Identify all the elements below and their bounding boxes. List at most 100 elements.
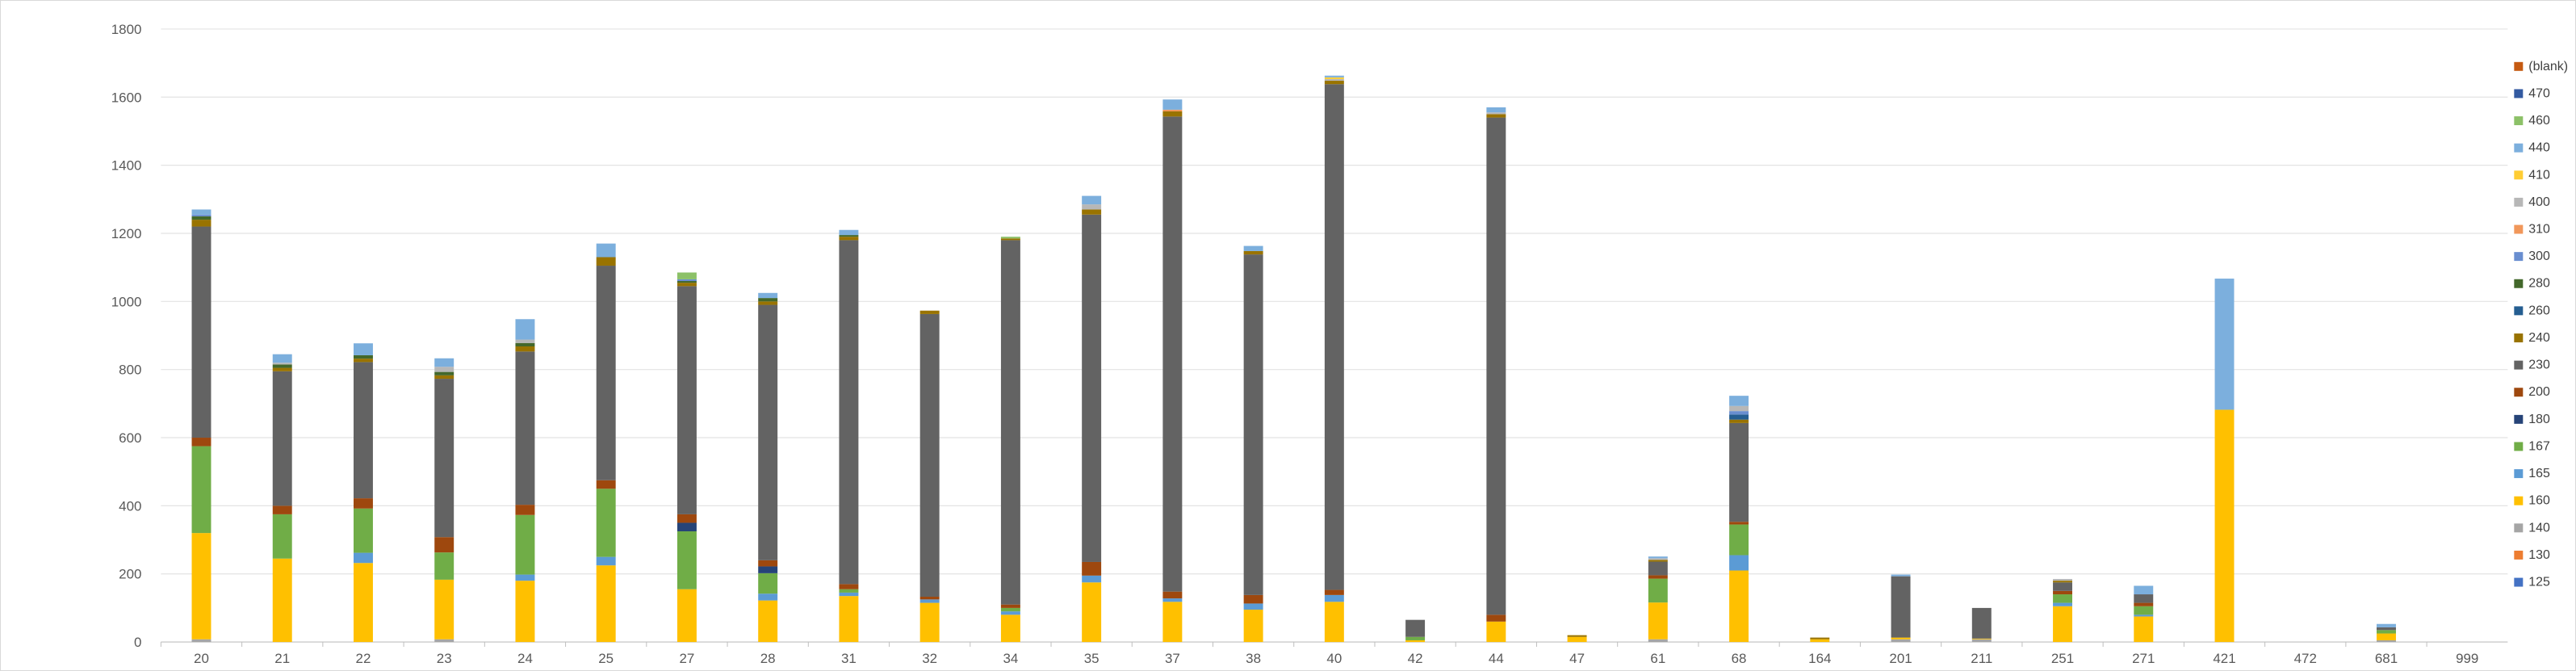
bar-segment-164-240 bbox=[1810, 637, 1830, 640]
legend-swatch bbox=[2514, 360, 2524, 370]
bar-segment-35-400 bbox=[1082, 204, 1102, 210]
legend-label: 300 bbox=[2528, 250, 2550, 263]
y-tick-label: 1600 bbox=[111, 90, 142, 105]
bar-segment-44-160 bbox=[1486, 621, 1506, 643]
legend-swatch bbox=[2514, 61, 2524, 71]
bar-segment-21-240 bbox=[272, 367, 292, 371]
bar-segment-681-167 bbox=[2377, 630, 2396, 634]
legend-label: 140 bbox=[2528, 521, 2550, 535]
x-tick-label: 999 bbox=[2456, 651, 2478, 666]
bar-segment-61-140 bbox=[1648, 639, 1668, 643]
legend-label: 460 bbox=[2528, 114, 2550, 128]
x-axis: 20 21 22 23 24 25 27 28 31 32 34 35 37 38 40 42 44 47 61 68… bbox=[160, 642, 2478, 666]
bar-segment-38-240 bbox=[1243, 250, 1263, 255]
x-tick-label: 472 bbox=[2294, 651, 2317, 666]
bar-segment-68-230 bbox=[1729, 422, 1749, 522]
bar-segment-251-167 bbox=[2053, 594, 2073, 603]
bar-segment-24-280 bbox=[515, 342, 535, 346]
legend-swatch bbox=[2514, 388, 2524, 397]
bar-segment-681-440 bbox=[2377, 623, 2396, 627]
bar-segment-68-165 bbox=[1729, 555, 1749, 571]
bar-segment-21-280 bbox=[272, 364, 292, 368]
bar-segment-28-230 bbox=[758, 304, 778, 560]
legend-label: 125 bbox=[2528, 576, 2550, 589]
bar-segment-25-165 bbox=[596, 556, 616, 566]
bar-segment-21-440 bbox=[272, 354, 292, 363]
bar-segment-27-167 bbox=[676, 531, 697, 589]
bar-segment-35-440 bbox=[1082, 195, 1102, 205]
x-tick-label: 28 bbox=[760, 651, 776, 666]
bar-segment-271-440 bbox=[2134, 585, 2154, 595]
bar-segment-32-230 bbox=[919, 313, 940, 597]
bar-segment-271-200 bbox=[2134, 602, 2154, 606]
bar-segment-61-160 bbox=[1648, 602, 1668, 640]
legend-label: 167 bbox=[2528, 439, 2550, 453]
bar-segment-20-240 bbox=[191, 220, 212, 227]
bar-segment-40-165 bbox=[1324, 594, 1344, 602]
bar-segment-201-140 bbox=[1891, 639, 1911, 643]
bar-segment-211-230 bbox=[1971, 607, 1992, 639]
bar-segment-251-400 bbox=[2053, 579, 2073, 581]
bar-segment-37-165 bbox=[1162, 598, 1183, 602]
bar-segment-37-440 bbox=[1162, 99, 1183, 110]
x-tick-label: 32 bbox=[922, 651, 937, 666]
y-tick-label: 400 bbox=[119, 498, 141, 514]
bar-segment-44-240 bbox=[1486, 114, 1506, 118]
bar-segment-681-230 bbox=[2377, 627, 2396, 631]
legend-label: 165 bbox=[2528, 467, 2550, 480]
bar-segment-27-230 bbox=[676, 286, 697, 514]
x-tick-label: 35 bbox=[1084, 651, 1100, 666]
bar-segment-22-200 bbox=[353, 498, 373, 509]
legend-swatch bbox=[2514, 469, 2524, 479]
bar-segment-27-300 bbox=[676, 279, 697, 282]
bar-segment-68-160 bbox=[1729, 570, 1749, 643]
bar-segment-42-160 bbox=[1405, 640, 1426, 643]
bar-segment-68-300 bbox=[1729, 411, 1749, 415]
x-tick-label: 21 bbox=[274, 651, 290, 666]
bar-segment-31-160 bbox=[839, 596, 859, 643]
y-tick-label: 800 bbox=[119, 363, 141, 378]
legend-label: 470 bbox=[2528, 86, 2550, 100]
bar-segment-32-200 bbox=[919, 596, 940, 600]
bar-segment-34-200 bbox=[1000, 604, 1020, 608]
bar-segment-25-440 bbox=[596, 243, 616, 258]
bar-segment-28-160 bbox=[758, 600, 778, 643]
bar-segment-31-200 bbox=[839, 584, 859, 589]
bar-segment-23-140 bbox=[434, 639, 454, 643]
y-tick-label: 0 bbox=[134, 635, 141, 650]
legend-label: 160 bbox=[2528, 494, 2550, 508]
bar-segment-271-160 bbox=[2134, 616, 2154, 643]
legend-label: 180 bbox=[2528, 413, 2550, 426]
bar-segment-40-160 bbox=[1324, 602, 1344, 643]
bar-segment-61-230 bbox=[1648, 561, 1668, 576]
x-tick-label: 25 bbox=[598, 651, 614, 666]
bar-segment-31-240 bbox=[839, 237, 859, 241]
bar-segment-271-167 bbox=[2134, 606, 2154, 615]
bar-segment-68-440 bbox=[1729, 396, 1749, 406]
bar-segment-37-240 bbox=[1162, 111, 1183, 117]
x-tick-label: 38 bbox=[1246, 651, 1261, 666]
bar-segment-22-165 bbox=[353, 552, 373, 564]
bar-segment-44-400 bbox=[1486, 112, 1506, 115]
x-tick-label: 201 bbox=[1889, 651, 1912, 666]
legend-label: 130 bbox=[2528, 548, 2550, 562]
bar-segment-24-440 bbox=[515, 319, 535, 340]
bar-segment-251-240 bbox=[2053, 581, 2073, 583]
bar-segment-40-410 bbox=[1324, 77, 1344, 79]
x-tick-label: 23 bbox=[437, 651, 452, 666]
legend-swatch bbox=[2514, 116, 2524, 126]
bar-segment-40-240 bbox=[1324, 81, 1344, 85]
bar-segment-24-230 bbox=[515, 351, 535, 505]
bar-segment-68-240 bbox=[1729, 419, 1749, 423]
x-tick-label: 211 bbox=[1971, 651, 1992, 666]
bars bbox=[191, 75, 2396, 643]
bar-segment-25-200 bbox=[596, 480, 616, 489]
bar-segment-35-200 bbox=[1082, 561, 1102, 576]
legend-swatch bbox=[2514, 414, 2524, 424]
bar-segment-20-167 bbox=[191, 446, 212, 534]
bar-segment-24-165 bbox=[515, 574, 535, 581]
bar-segment-22-240 bbox=[353, 359, 373, 363]
x-tick-label: 24 bbox=[517, 651, 533, 666]
bar-segment-22-440 bbox=[353, 343, 373, 355]
